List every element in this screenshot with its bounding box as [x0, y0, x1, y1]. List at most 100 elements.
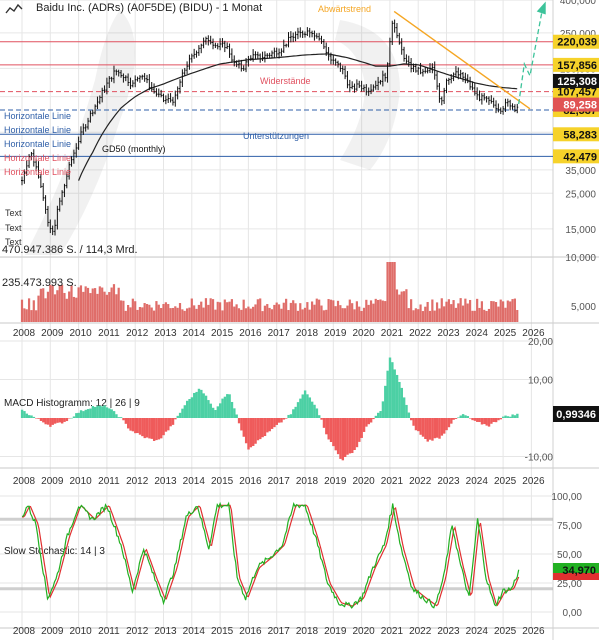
- macd-value-text: 0,99346: [556, 409, 596, 421]
- volume-bar: [195, 308, 198, 322]
- volume-bar: [341, 308, 344, 322]
- volume-bar: [204, 298, 208, 322]
- volume-bar: [141, 307, 144, 322]
- price-tick-label: 400,000: [560, 0, 597, 7]
- volume-bar: [256, 299, 259, 322]
- macd-bar: [310, 401, 314, 418]
- volume-bar: [44, 298, 47, 322]
- volume-bar: [82, 291, 85, 322]
- volume-bar: [388, 262, 391, 322]
- macd-bar: [117, 417, 120, 418]
- macd-bar: [362, 418, 366, 432]
- volume-bar: [185, 308, 189, 322]
- macd-bar: [49, 418, 52, 427]
- macd-bar: [447, 418, 451, 428]
- level-tag-2: [553, 84, 599, 99]
- macd-bar: [348, 418, 352, 454]
- macd-bar: [37, 418, 40, 419]
- macd-bar: [435, 418, 439, 438]
- x-tick-label: 2011: [98, 476, 120, 487]
- volume-bar: [209, 298, 212, 322]
- x-tick-label: 2018: [296, 476, 319, 487]
- macd-bar: [228, 394, 231, 418]
- volume-bar: [303, 307, 307, 322]
- macd-bar: [35, 418, 38, 419]
- volume-bar: [49, 284, 52, 322]
- x-tick-label: 2009: [41, 626, 64, 637]
- macd-bar: [75, 413, 78, 418]
- x-tick-label: 2013: [154, 328, 177, 339]
- macd-bar: [82, 411, 85, 418]
- stochastic-tick-label: 50,00: [557, 550, 582, 561]
- chart-title: Baidu Inc. (ADRs) (A0F5DE) (BIDU) - 1 Mo…: [36, 2, 263, 14]
- volume-bar: [152, 310, 156, 322]
- volume-bar: [247, 306, 250, 322]
- volume-bar: [402, 291, 406, 322]
- level-tag-text: 42,479: [563, 151, 597, 163]
- volume-bar: [202, 307, 205, 322]
- volume-bar: [426, 302, 429, 322]
- macd-bar: [412, 418, 415, 426]
- volume-bar: [313, 304, 316, 322]
- x-tick-label: 2020: [352, 328, 375, 339]
- volume-bar: [75, 297, 78, 322]
- x-tick-label: 2025: [494, 328, 517, 339]
- macd-bar: [60, 418, 64, 424]
- volume-bar: [207, 304, 210, 322]
- macd-bar: [369, 418, 373, 423]
- x-tick-label: 2025: [494, 476, 517, 487]
- chart-type-icon[interactable]: [5, 3, 23, 15]
- price-tick-label: 15,000: [565, 225, 596, 236]
- macd-bar: [136, 418, 139, 434]
- macd-bar: [502, 416, 505, 418]
- volume-bar: [259, 298, 262, 322]
- volume-bar: [252, 306, 255, 322]
- volume-bar: [190, 298, 193, 322]
- volume-bar: [244, 308, 248, 322]
- macd-bar: [315, 408, 319, 418]
- downtrend-line: [393, 10, 531, 110]
- volume-bar: [249, 308, 252, 322]
- macd-bar: [261, 418, 264, 438]
- macd-bar: [183, 405, 187, 418]
- volume-bar: [433, 310, 436, 322]
- macd-bar: [127, 418, 130, 429]
- volume-bar: [398, 294, 401, 322]
- x-tick-label: 2008: [13, 626, 36, 637]
- macd-bar: [164, 418, 168, 432]
- stochastic-tick-label: 0,00: [563, 608, 583, 619]
- macd-bar: [428, 418, 432, 440]
- volume-bar: [228, 301, 231, 322]
- volume-bar: [270, 309, 274, 322]
- volume-bar: [329, 299, 333, 322]
- macd-bar: [249, 418, 253, 448]
- volume-bar: [261, 311, 264, 322]
- volume-tick-label: 5,000: [571, 302, 596, 313]
- macd-bar: [343, 418, 347, 457]
- macd-bar: [105, 407, 109, 418]
- horizontal-line-label: Horizontale Linie: [4, 111, 71, 121]
- macd-bar: [63, 418, 66, 422]
- x-tick-label: 2023: [437, 328, 460, 339]
- annotations: Abwärtstrend Widerstände Unterstützungen GD…: [2, 1, 546, 289]
- volume-bar: [96, 293, 99, 322]
- macd-bar: [431, 418, 434, 441]
- volume-bar: [372, 303, 375, 322]
- macd-title: MACD Histogramm: 12 | 26 | 9: [4, 398, 140, 409]
- volume-bar: [365, 299, 368, 322]
- macd-bar: [237, 418, 241, 424]
- macd-bar: [178, 412, 182, 418]
- volume-bar: [136, 309, 139, 322]
- macd-bar: [506, 416, 510, 418]
- macd-value-tag: [553, 406, 599, 422]
- macd-bar: [226, 394, 229, 418]
- macd-bar: [473, 418, 477, 421]
- macd-bar: [402, 397, 406, 418]
- macd-bar: [115, 414, 118, 418]
- macd-bar: [188, 399, 191, 418]
- volume-bar: [318, 299, 321, 322]
- macd-bar: [443, 418, 446, 434]
- macd-bar: [452, 418, 455, 420]
- volume-bar: [60, 284, 64, 322]
